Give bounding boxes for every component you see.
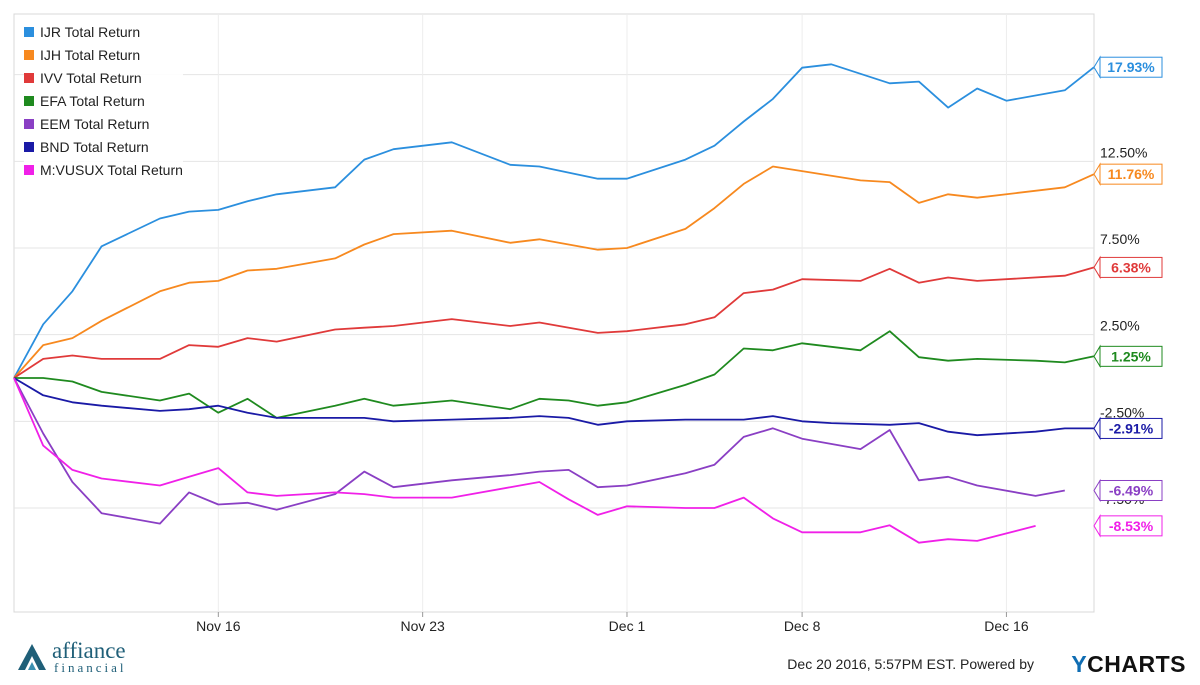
legend-label: EFA Total Return (40, 92, 145, 109)
end-label-pointer (1093, 416, 1101, 441)
end-label-pointer (1093, 514, 1101, 538)
end-label-value: 6.38% (1111, 259, 1151, 275)
end-label-pointer (1093, 344, 1101, 369)
legend-swatch (24, 49, 34, 60)
series-line (13, 377, 1094, 437)
end-label-box (1099, 417, 1163, 439)
y-tick-label: -2.50% (1100, 404, 1144, 420)
end-label-value: 1.25% (1111, 348, 1151, 364)
end-labels: 17.93% 11.76% 6.38% 1.25% -6.49% -2.91% -8.53% (1093, 55, 1163, 538)
end-label-box (1099, 345, 1163, 367)
end-label-pointer (1093, 478, 1101, 503)
legend-swatch (24, 164, 34, 175)
series-lines (13, 63, 1095, 544)
end-label-pointer (1093, 162, 1101, 186)
logo-name: affiance (52, 638, 126, 663)
legend-label: BND Total Return (40, 138, 149, 155)
y-tick-label: 12.50% (1100, 144, 1147, 160)
series-line (13, 377, 1065, 525)
series-line (13, 266, 1095, 379)
ycharts-logo: YCHARTS (1071, 651, 1186, 678)
x-tick-label: Dec 16 (984, 618, 1029, 634)
y-tick-label: 2.50% (1100, 318, 1140, 334)
end-label-value: 11.76% (1108, 166, 1155, 182)
series-line (13, 165, 1095, 379)
series-line (13, 63, 1095, 379)
series-line (13, 377, 1036, 544)
end-label-value: 17.93% (1107, 59, 1155, 75)
legend-label: IJR Total Return (40, 23, 141, 40)
end-label: -8.53% (1093, 514, 1163, 538)
end-label-box (1099, 479, 1163, 501)
end-label-value: -8.53% (1109, 518, 1154, 534)
plot-frame (13, 13, 1095, 613)
legend-item: IJR Total Return (24, 20, 183, 43)
end-label-box (1099, 256, 1163, 278)
legend-item: IVV Total Return (24, 66, 183, 89)
end-label-box (1099, 56, 1163, 78)
end-label-pointer (1093, 255, 1101, 280)
legend-item: EFA Total Return (24, 89, 183, 112)
x-tick-label: Dec 1 (609, 618, 646, 634)
legend: IJR Total Return IJH Total Return IVV Tota… (24, 20, 183, 181)
gridlines (13, 13, 1095, 613)
legend-item: M:VUSUX Total Return (24, 158, 183, 181)
legend-swatch (24, 141, 34, 152)
end-label: -6.49% (1093, 478, 1163, 503)
timestamp-text: Dec 20 2016, 5:57PM EST. Powered by (787, 656, 1034, 672)
legend-label: EEM Total Return (40, 115, 150, 132)
end-label-pointer (1093, 55, 1101, 80)
legend-label: IVV Total Return (40, 69, 142, 86)
end-label: 11.76% (1093, 162, 1163, 186)
end-label: 1.25% (1093, 344, 1163, 369)
end-label-box (1099, 515, 1163, 537)
legend-swatch (24, 72, 34, 83)
legend-item: BND Total Return (24, 135, 183, 158)
affiance-logo-icon (18, 644, 46, 670)
x-tick-label: Nov 23 (400, 618, 445, 634)
x-tick-label: Nov 16 (196, 618, 241, 634)
y-tick-label: 7.50% (1100, 231, 1140, 247)
legend-item: EEM Total Return (24, 112, 183, 135)
affiance-logo: affiance financial (18, 638, 126, 675)
y-axis: 17.50%12.50%7.50%2.50%-2.50%-7.50% (1100, 58, 1147, 507)
end-label: 17.93% (1093, 55, 1163, 80)
ycharts-y: Y (1071, 651, 1088, 677)
ycharts-rest: CHARTS (1087, 651, 1186, 677)
series-line (14, 330, 1095, 419)
legend-label: IJH Total Return (40, 46, 141, 63)
legend-label: M:VUSUX Total Return (40, 161, 183, 178)
end-label: -2.91% (1093, 416, 1163, 441)
legend-swatch (24, 118, 34, 129)
x-tick-label: Dec 8 (784, 618, 821, 634)
logo-sub: financial (54, 660, 126, 675)
end-label: 6.38% (1093, 255, 1163, 280)
legend-swatch (24, 26, 34, 37)
legend-item: IJH Total Return (24, 43, 183, 66)
end-label-value: -2.91% (1109, 420, 1154, 436)
end-label-box (1099, 163, 1163, 185)
x-axis: Nov 16 Nov 23 Dec 1 Dec 8 Dec 16 (196, 612, 1029, 634)
legend-swatch (24, 95, 34, 106)
end-label-value: -6.49% (1109, 482, 1154, 498)
